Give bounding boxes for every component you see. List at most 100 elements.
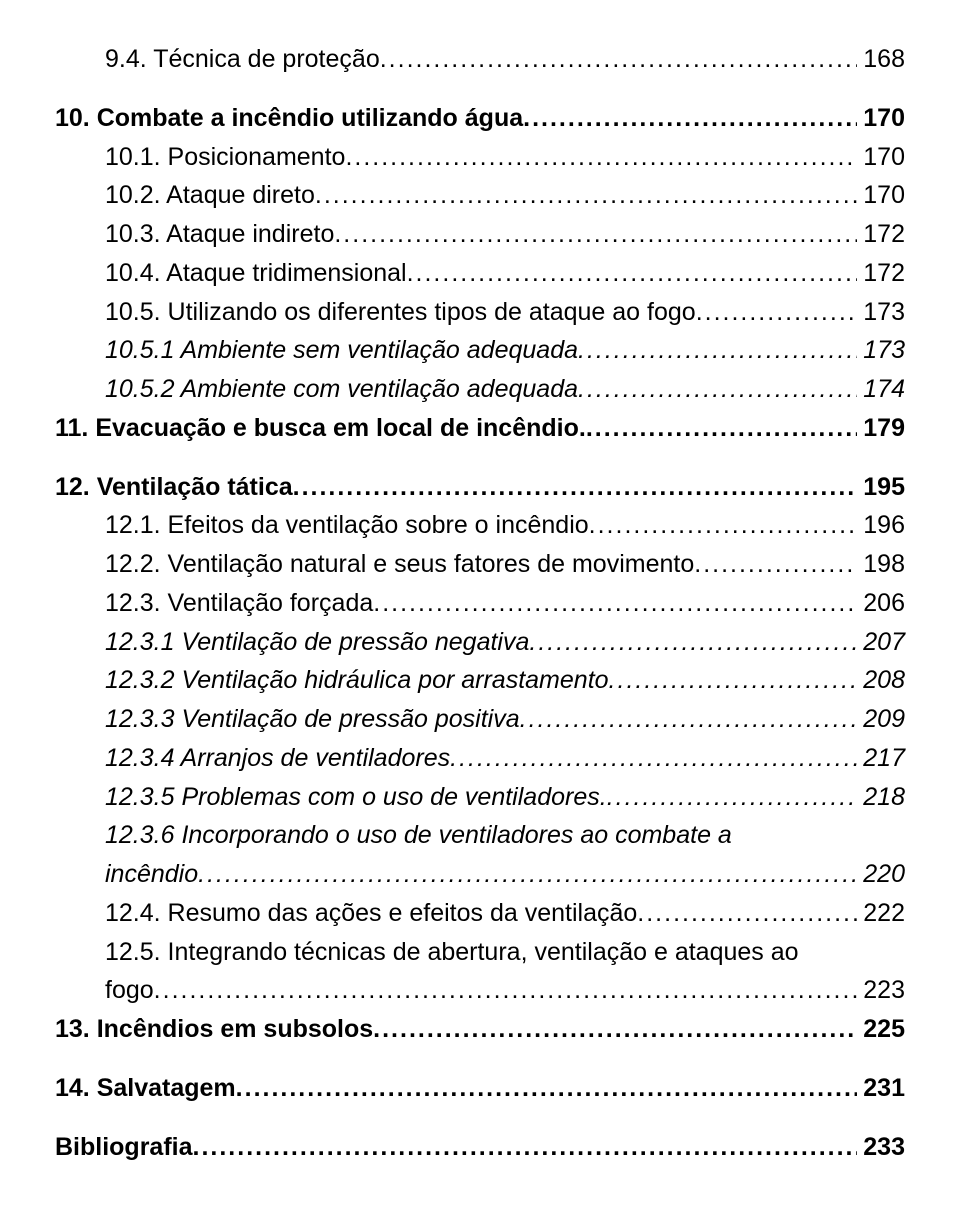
toc-page-number: 223 bbox=[857, 971, 905, 1010]
toc-entry: 13. Incêndios em subsolos 225 bbox=[55, 1010, 905, 1049]
toc-label: 10.3. Ataque indireto bbox=[105, 215, 334, 254]
toc-page-number: 209 bbox=[857, 700, 905, 739]
toc-entry: 11. Evacuação e busca em local de incênd… bbox=[55, 409, 905, 448]
toc-leader bbox=[315, 176, 857, 215]
toc-entry: 12.3.3 Ventilação de pressão positiva 20… bbox=[105, 700, 905, 739]
toc-label: 12.5. Integrando técnicas de abertura, v… bbox=[105, 933, 905, 972]
toc-entry: 14. Salvatagem 231 bbox=[55, 1069, 905, 1108]
toc-page-number: 198 bbox=[857, 545, 905, 584]
toc-entry: 10.3. Ataque indireto 172 bbox=[105, 215, 905, 254]
toc-leader bbox=[293, 468, 858, 507]
toc-page-number: 170 bbox=[857, 138, 905, 177]
toc-label: 10.4. Ataque tridimensional bbox=[105, 254, 407, 293]
toc-leader bbox=[523, 99, 857, 138]
toc-page-number: 222 bbox=[857, 894, 905, 933]
toc-label: 13. Incêndios em subsolos bbox=[55, 1010, 373, 1049]
toc-page-number: 174 bbox=[857, 370, 905, 409]
toc-label: 12.3.5 Problemas com o uso de ventilador… bbox=[105, 778, 607, 817]
toc-entry: 10.5.2 Ambiente com ventilação adequada … bbox=[105, 370, 905, 409]
toc-page-number: 225 bbox=[857, 1010, 905, 1049]
toc-leader bbox=[609, 661, 858, 700]
toc-label: 12.2. Ventilação natural e seus fatores … bbox=[105, 545, 694, 584]
toc-page-number: 168 bbox=[857, 40, 905, 79]
toc-page-number: 179 bbox=[857, 409, 905, 448]
toc-entry: 12.2. Ventilação natural e seus fatores … bbox=[105, 545, 905, 584]
toc-entry: 10.2. Ataque direto 170 bbox=[105, 176, 905, 215]
toc-entry: 12.3.4 Arranjos de ventiladores 217 bbox=[105, 739, 905, 778]
toc-entry: 12.5. Integrando técnicas de abertura, v… bbox=[105, 933, 905, 1011]
toc-entry: 12.4. Resumo das ações e efeitos da vent… bbox=[105, 894, 905, 933]
toc-label: 9.4. Técnica de proteção bbox=[105, 40, 380, 79]
toc-leader bbox=[154, 971, 858, 1010]
toc-leader bbox=[586, 409, 857, 448]
toc-label-tail: incêndio bbox=[105, 855, 198, 894]
toc-entry: 9.4. Técnica de proteção 168 bbox=[105, 40, 905, 79]
toc-leader bbox=[520, 700, 858, 739]
toc-leader bbox=[589, 506, 858, 545]
toc-page-number: 173 bbox=[857, 331, 905, 370]
toc-entry: 10. Combate a incêndio utilizando água 1… bbox=[55, 99, 905, 138]
toc-label: 10.5.1 Ambiente sem ventilação adequada bbox=[105, 331, 578, 370]
toc-leader bbox=[578, 331, 857, 370]
toc-page-number: 208 bbox=[857, 661, 905, 700]
toc-page-number: 220 bbox=[857, 855, 905, 894]
toc-leader bbox=[529, 623, 857, 662]
toc-leader bbox=[193, 1128, 858, 1167]
toc-label: 10. Combate a incêndio utilizando água bbox=[55, 99, 523, 138]
toc-label: 12.3.3 Ventilação de pressão positiva bbox=[105, 700, 520, 739]
toc-entry: 12.3.2 Ventilação hidráulica por arrasta… bbox=[105, 661, 905, 700]
toc-page-number: 231 bbox=[857, 1069, 905, 1108]
toc-leader bbox=[236, 1069, 858, 1108]
toc-entry: Bibliografia 233 bbox=[55, 1128, 905, 1167]
toc-page-number: 170 bbox=[857, 99, 905, 138]
toc-label: 10.2. Ataque direto bbox=[105, 176, 315, 215]
toc-page-number: 207 bbox=[857, 623, 905, 662]
toc-label-tail: fogo bbox=[105, 971, 154, 1010]
toc-page-number: 170 bbox=[857, 176, 905, 215]
toc-entry: 12.3. Ventilação forçada 206 bbox=[105, 584, 905, 623]
toc-label: 12. Ventilação tática bbox=[55, 468, 293, 507]
toc-label: 11. Evacuação e busca em local de incênd… bbox=[55, 409, 586, 448]
toc-label: 12.3.1 Ventilação de pressão negativa bbox=[105, 623, 529, 662]
toc-page-number: 173 bbox=[857, 293, 905, 332]
toc-page-number: 233 bbox=[857, 1128, 905, 1167]
toc-page-number: 206 bbox=[857, 584, 905, 623]
toc-page-number: 172 bbox=[857, 215, 905, 254]
toc-label: 10.5. Utilizando os diferentes tipos de … bbox=[105, 293, 696, 332]
toc-entry: 10.4. Ataque tridimensional 172 bbox=[105, 254, 905, 293]
toc-entry: 12. Ventilação tática 195 bbox=[55, 468, 905, 507]
toc-leader bbox=[373, 584, 857, 623]
toc-entry: 12.3.6 Incorporando o uso de ventiladore… bbox=[105, 816, 905, 894]
toc-label: 12.1. Efeitos da ventilação sobre o incê… bbox=[105, 506, 589, 545]
toc-label: 14. Salvatagem bbox=[55, 1069, 236, 1108]
toc-leader bbox=[696, 293, 858, 332]
toc-leader bbox=[334, 215, 857, 254]
toc-page-number: 195 bbox=[857, 468, 905, 507]
toc-leader bbox=[578, 370, 857, 409]
toc-entry: 12.3.1 Ventilação de pressão negativa 20… bbox=[105, 623, 905, 662]
toc-label: Bibliografia bbox=[55, 1128, 193, 1167]
toc-page-number: 217 bbox=[857, 739, 905, 778]
toc-leader bbox=[198, 855, 857, 894]
toc-label: 12.4. Resumo das ações e efeitos da vent… bbox=[105, 894, 637, 933]
toc-page-number: 172 bbox=[857, 254, 905, 293]
toc-leader bbox=[373, 1010, 857, 1049]
toc-entry: 10.5. Utilizando os diferentes tipos de … bbox=[105, 293, 905, 332]
toc-label: 10.1. Posicionamento bbox=[105, 138, 345, 177]
toc-entry: 12.3.5 Problemas com o uso de ventilador… bbox=[105, 778, 905, 817]
toc-entry: 10.1. Posicionamento 170 bbox=[105, 138, 905, 177]
toc-label: 12.3.2 Ventilação hidráulica por arrasta… bbox=[105, 661, 609, 700]
table-of-contents: 9.4. Técnica de proteção 168 10. Combate … bbox=[55, 40, 905, 1166]
toc-leader bbox=[450, 739, 857, 778]
toc-entry: 10.5.1 Ambiente sem ventilação adequada … bbox=[105, 331, 905, 370]
toc-label: 12.3. Ventilação forçada bbox=[105, 584, 373, 623]
toc-leader bbox=[607, 778, 858, 817]
toc-leader bbox=[380, 40, 858, 79]
toc-leader bbox=[407, 254, 858, 293]
toc-leader bbox=[345, 138, 857, 177]
toc-label: 12.3.6 Incorporando o uso de ventiladore… bbox=[105, 816, 905, 855]
toc-page-number: 218 bbox=[857, 778, 905, 817]
toc-entry: 12.1. Efeitos da ventilação sobre o incê… bbox=[105, 506, 905, 545]
toc-label: 12.3.4 Arranjos de ventiladores bbox=[105, 739, 450, 778]
toc-leader bbox=[637, 894, 857, 933]
